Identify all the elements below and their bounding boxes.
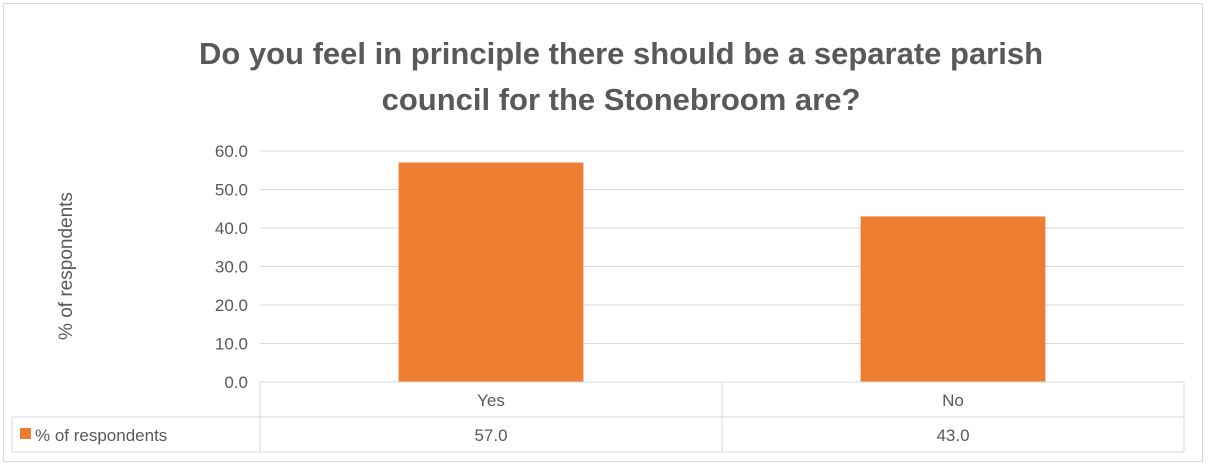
y-tick-labels: 0.0 10.0 20.0 30.0 40.0 50.0 60.0 (215, 142, 248, 392)
legend-label: % of respondents (35, 426, 167, 445)
bars (398, 162, 1046, 382)
data-table: Yes 57.0 No 43.0 % of respondents (11, 381, 1185, 453)
chart-title-line-1: Do you feel in principle there should be… (199, 36, 1043, 71)
y-tick-label: 40.0 (215, 219, 248, 238)
y-axis-label: % of respondents (56, 192, 77, 340)
data-label: 43.0 (936, 426, 969, 445)
y-tick-label: 60.0 (215, 142, 248, 161)
x-category-label: No (942, 391, 964, 410)
y-tick-label: 10.0 (215, 335, 248, 354)
y-tick-label: 50.0 (215, 181, 248, 200)
x-category-label: Yes (477, 391, 505, 410)
data-label: 57.0 (474, 426, 507, 445)
bar-yes (398, 162, 584, 382)
bar-no (860, 216, 1046, 382)
chart-svg: Do you feel in principle there should be… (11, 36, 1185, 453)
chart-frame: Do you feel in principle there should be… (3, 3, 1203, 462)
legend-swatch (20, 428, 31, 439)
y-tick-label: 0.0 (224, 373, 248, 392)
chart-title-line-2: council for the Stonebroom are? (382, 82, 861, 117)
y-tick-label: 20.0 (215, 296, 248, 315)
y-tick-label: 30.0 (215, 258, 248, 277)
